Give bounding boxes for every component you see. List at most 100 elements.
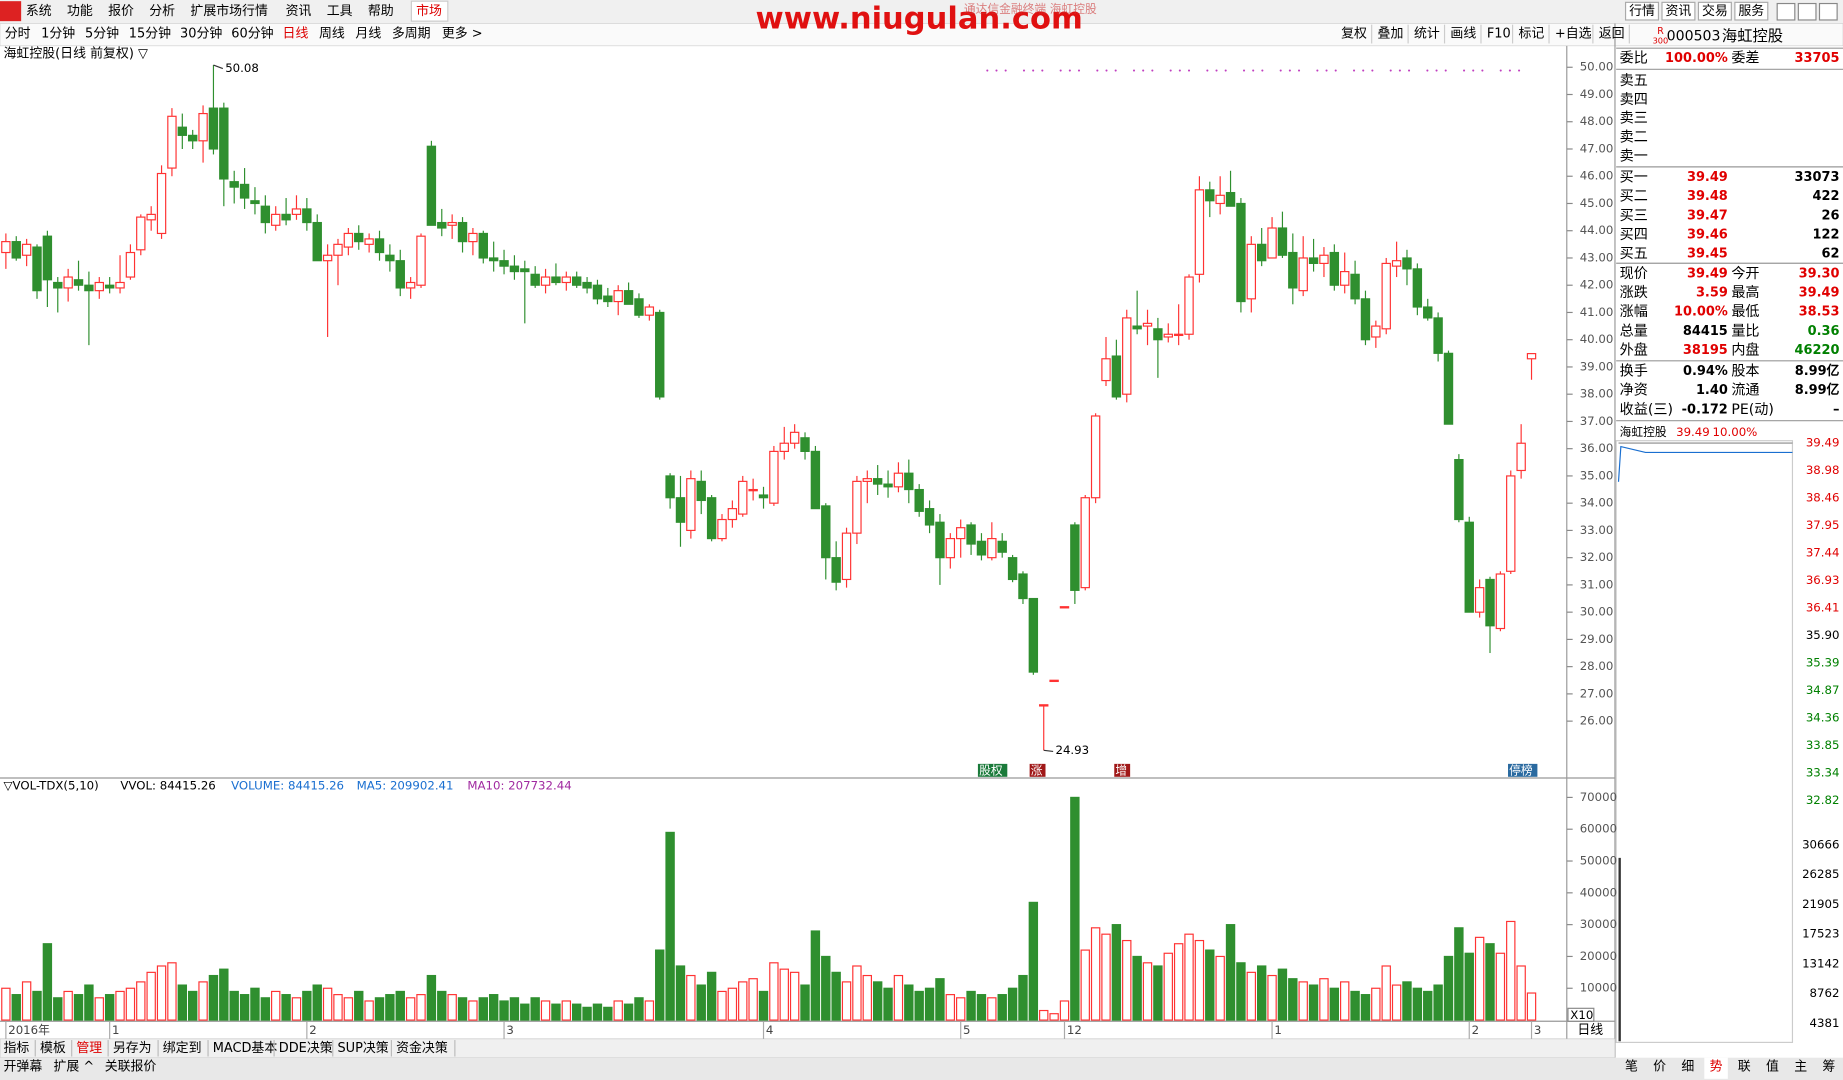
window-control[interactable] (1797, 2, 1817, 21)
tool-button[interactable]: 标记 (1518, 27, 1544, 42)
tool-button[interactable]: +自选 (1555, 27, 1592, 42)
y-tick-label: 40.00 (1580, 332, 1614, 346)
tool-button[interactable]: 画线 (1450, 27, 1476, 42)
volume-bar (893, 974, 904, 1021)
candle-body (1485, 578, 1495, 627)
volume-bar (53, 997, 63, 1021)
side-tab[interactable]: 值 (1766, 1059, 1779, 1075)
bottom-tab[interactable]: 指标 (4, 1041, 30, 1056)
volume-bar (354, 990, 364, 1021)
bottom-tab[interactable]: 绑定到 (163, 1041, 202, 1056)
candle-body (11, 241, 21, 259)
candle-body (21, 243, 32, 256)
tool-button[interactable]: 复权 (1341, 26, 1367, 42)
tool-button[interactable]: 统计 (1414, 27, 1440, 42)
intraday-volume-label: 13142 (1802, 956, 1839, 970)
menu-item[interactable]: 系统 (26, 4, 52, 19)
menu-item[interactable]: 帮助 (368, 4, 394, 19)
tool-button[interactable]: F10 (1487, 27, 1511, 42)
signal-dot (1252, 69, 1255, 72)
menu-item[interactable]: 报价 (108, 4, 134, 19)
period-tab[interactable]: 1分钟 (41, 26, 75, 42)
event-label[interactable]: 股权 (979, 763, 1003, 777)
bottom-tab[interactable]: MACD基本 (213, 1041, 278, 1056)
volume-bar (914, 990, 924, 1021)
volume-bar (302, 990, 312, 1021)
period-tab[interactable]: 日线 (283, 27, 309, 42)
menu-item[interactable]: 分析 (149, 4, 175, 19)
volume-bar (1371, 987, 1381, 1021)
y-tick-label: 35.00 (1580, 468, 1614, 482)
candle-body (1288, 251, 1298, 289)
signal-dot (1169, 69, 1172, 72)
bottom-tab[interactable]: DDE决策 (279, 1040, 333, 1056)
side-tab[interactable]: 势 (1710, 1059, 1723, 1075)
top-button[interactable] (1734, 1, 1769, 21)
volume-bar (333, 994, 343, 1021)
top-button-label[interactable]: 资讯 (1666, 4, 1692, 19)
period-tab[interactable]: 多周期 (392, 27, 431, 42)
bottom-tab[interactable]: 资金决策 (396, 1040, 448, 1056)
volume-bar (1007, 987, 1018, 1021)
side-tab[interactable]: 筹 (1822, 1059, 1835, 1075)
period-tab[interactable]: 5分钟 (85, 26, 119, 42)
top-button-label[interactable]: 服务 (1738, 3, 1764, 19)
menu-item[interactable]: 市场 (416, 3, 442, 19)
event-badge[interactable] (1029, 763, 1046, 777)
volume-bar (1319, 978, 1329, 1021)
period-tab[interactable]: 60分钟 (231, 26, 273, 42)
bottom-tab[interactable]: 管理 (76, 1041, 102, 1056)
top-button[interactable] (1661, 1, 1696, 21)
signal-dot (1261, 69, 1264, 72)
volume-bar (187, 990, 198, 1021)
window-control[interactable] (1776, 2, 1796, 21)
candle-body (1205, 189, 1215, 202)
period-tab[interactable]: 15分钟 (129, 26, 171, 42)
event-label[interactable]: 涨 (1031, 763, 1043, 777)
period-tab[interactable]: 月线 (355, 27, 381, 42)
period-tab[interactable]: 周线 (319, 27, 345, 42)
candle-body (1298, 257, 1308, 292)
volume-bar (1018, 974, 1028, 1021)
footer-item[interactable]: 开弹幕 (4, 1060, 43, 1075)
volume-bar (11, 994, 21, 1021)
volume-bar (1070, 796, 1080, 1021)
side-tab[interactable]: 联 (1738, 1060, 1751, 1075)
side-tab[interactable]: 笔 (1625, 1059, 1638, 1075)
menu-item[interactable]: 工具 (327, 4, 353, 19)
top-button[interactable] (1697, 1, 1732, 21)
menu-item[interactable]: 扩展市场行情 (190, 3, 268, 19)
bottom-tab[interactable]: 模板 (40, 1041, 66, 1056)
intraday-volume-label: 4381 (1810, 1016, 1840, 1030)
footer-item[interactable]: 扩展 ^ (53, 1060, 94, 1075)
period-tab[interactable]: 更多 > (442, 27, 483, 42)
bottom-tab[interactable]: SUP决策 (337, 1040, 388, 1056)
bottom-tab[interactable]: 另存为 (113, 1041, 152, 1056)
event-badge[interactable] (1114, 763, 1131, 777)
period-tab[interactable]: 30分钟 (180, 26, 222, 42)
signal-dot (1068, 69, 1071, 72)
volume-bar (250, 987, 260, 1021)
event-label[interactable]: 停榜 (1509, 763, 1533, 777)
top-button[interactable] (1624, 1, 1660, 21)
footer-item[interactable]: 关联报价 (105, 1060, 157, 1075)
y-tick-label: 31.00 (1580, 577, 1614, 591)
menu-item[interactable]: 功能 (67, 4, 93, 19)
top-button-label[interactable]: 交易 (1702, 3, 1728, 19)
side-tab[interactable]: 细 (1681, 1060, 1694, 1075)
tool-button[interactable]: 返回 (1599, 27, 1625, 42)
event-badge[interactable] (1508, 763, 1538, 777)
window-control[interactable] (1818, 2, 1838, 21)
side-tab[interactable]: 价 (1653, 1060, 1666, 1075)
menu-item[interactable]: 资讯 (286, 4, 312, 19)
candle-body (987, 538, 997, 559)
side-tab[interactable]: 主 (1794, 1060, 1807, 1075)
volume-bar (374, 997, 385, 1021)
y-tick-label: 47.00 (1580, 141, 1614, 155)
top-button-label[interactable]: 行情 (1629, 4, 1655, 19)
event-label[interactable]: 增 (1115, 763, 1127, 777)
event-badge[interactable] (977, 763, 1008, 777)
y-tick-label: 33.00 (1580, 523, 1614, 537)
tool-button[interactable]: 叠加 (1378, 27, 1404, 42)
period-tab[interactable]: 分时 (5, 27, 31, 42)
